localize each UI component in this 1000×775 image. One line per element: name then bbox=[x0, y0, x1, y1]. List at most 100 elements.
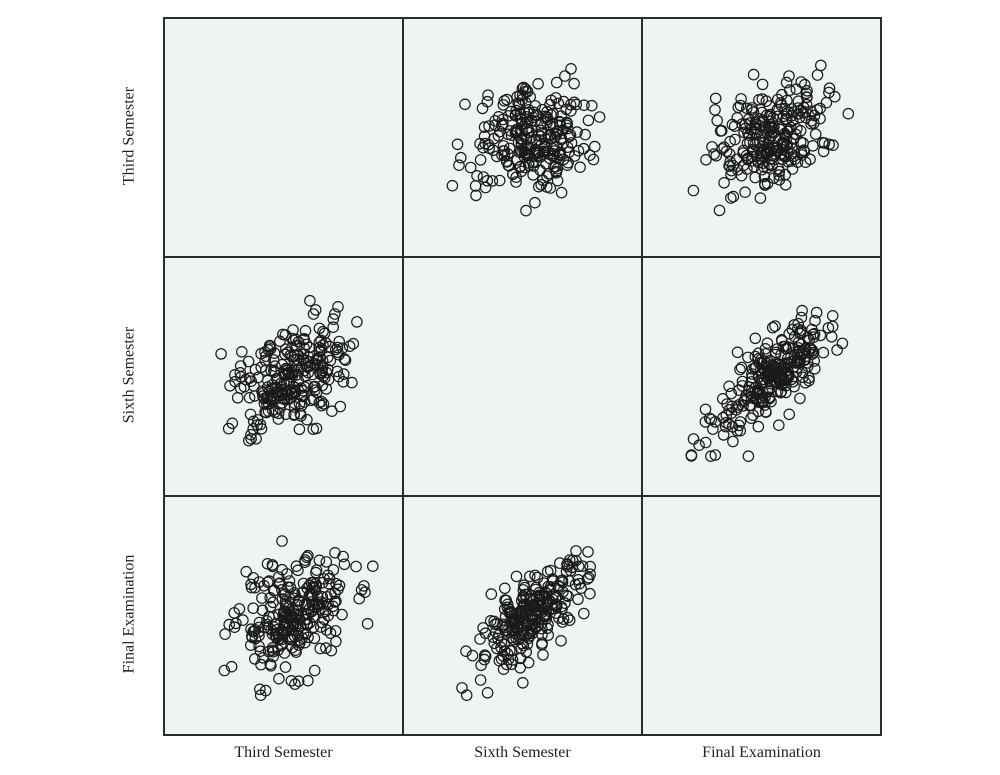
scatter-point bbox=[532, 129, 545, 141]
scatter-point bbox=[555, 186, 568, 199]
scatter-point bbox=[522, 632, 535, 645]
scatter-point bbox=[259, 354, 271, 367]
scatter-point bbox=[326, 405, 338, 417]
scatter-point bbox=[549, 92, 562, 104]
scatter-point bbox=[759, 131, 772, 144]
scatter-point bbox=[503, 142, 516, 155]
scatter-point bbox=[478, 653, 491, 666]
scatter-point bbox=[783, 70, 795, 82]
scatter-point bbox=[699, 403, 712, 416]
scatter-point bbox=[776, 136, 789, 148]
scatter-point bbox=[549, 161, 562, 173]
scatter-point bbox=[726, 118, 739, 131]
scatter-point bbox=[577, 607, 590, 620]
scatter-point bbox=[766, 364, 779, 377]
scatter-point bbox=[501, 148, 514, 160]
scatter-point bbox=[564, 99, 577, 111]
scatter-point bbox=[542, 167, 555, 180]
scatter-point bbox=[584, 568, 596, 580]
scatter-point bbox=[766, 159, 778, 172]
scatter-point bbox=[808, 362, 821, 375]
scatter-point bbox=[366, 560, 379, 572]
scatter-point bbox=[803, 334, 815, 346]
scatter-point bbox=[285, 609, 298, 622]
scatter-point bbox=[584, 587, 596, 600]
scatter-point bbox=[823, 82, 836, 94]
scatter-point bbox=[267, 620, 280, 633]
scatter-point bbox=[249, 390, 261, 402]
scatter-point bbox=[261, 557, 274, 570]
scatter-point bbox=[274, 386, 286, 398]
scatter-point bbox=[498, 582, 511, 595]
scatter-point bbox=[253, 629, 265, 642]
scatter-point bbox=[743, 399, 756, 412]
scatter-point bbox=[286, 350, 298, 363]
scatter-point bbox=[735, 361, 748, 374]
scatter-point bbox=[316, 576, 329, 589]
scatter-point bbox=[538, 610, 550, 623]
scatter-point bbox=[226, 417, 239, 430]
y-axis-label-sixth-semester: Sixth Semester bbox=[120, 326, 138, 424]
scatter-point bbox=[338, 558, 351, 571]
scatter-point bbox=[563, 614, 576, 626]
scatter-point bbox=[557, 137, 569, 150]
scatter-point bbox=[536, 174, 549, 187]
scatter-point bbox=[814, 59, 827, 72]
x-axis-label-third-semester: Third Semester bbox=[234, 744, 333, 761]
scatter-point bbox=[778, 127, 791, 140]
scatter-point bbox=[788, 380, 800, 393]
scatter-point bbox=[505, 644, 518, 657]
scatter-point bbox=[709, 104, 721, 116]
scatter-point bbox=[725, 168, 737, 181]
scatter-point bbox=[316, 379, 329, 392]
scatter-point bbox=[570, 98, 582, 111]
scatter-point bbox=[584, 149, 596, 161]
scatter-point bbox=[273, 632, 286, 645]
scatter-point bbox=[739, 186, 751, 198]
scatter-point bbox=[223, 618, 235, 631]
scatter-point bbox=[572, 573, 584, 586]
scatter-point bbox=[299, 607, 312, 620]
scatter-point bbox=[266, 644, 279, 656]
scatter-point bbox=[780, 108, 793, 120]
scatter-point bbox=[317, 325, 329, 338]
scatter-point bbox=[749, 171, 761, 184]
scatter-point bbox=[328, 596, 341, 608]
scatter-point bbox=[324, 627, 337, 639]
scatter-point bbox=[314, 642, 326, 655]
scatter-point bbox=[292, 610, 304, 622]
scatter-point bbox=[771, 343, 783, 355]
scatter-point bbox=[556, 616, 569, 628]
scatter-point bbox=[746, 102, 758, 114]
scatter-point bbox=[361, 617, 374, 630]
scatter-point bbox=[760, 95, 773, 107]
scatter-point bbox=[329, 625, 342, 637]
scatter-point bbox=[809, 128, 822, 140]
scatter-point bbox=[789, 128, 802, 141]
scatter-point bbox=[723, 403, 736, 416]
scatter-point bbox=[505, 105, 517, 118]
scatter-point bbox=[561, 159, 574, 171]
scatter-point bbox=[522, 656, 535, 669]
scatter-point bbox=[547, 107, 559, 120]
scatter-point bbox=[470, 189, 482, 202]
scatter-point bbox=[570, 545, 582, 557]
scatter-point bbox=[706, 141, 718, 153]
scatter-point bbox=[530, 109, 543, 121]
scatter-point bbox=[343, 340, 356, 352]
scatter-point bbox=[792, 336, 805, 349]
scatter-point bbox=[300, 338, 313, 351]
scatter-point bbox=[796, 304, 808, 317]
scatter-point bbox=[474, 674, 487, 686]
scatter-point bbox=[527, 169, 539, 181]
scatter-points bbox=[215, 59, 855, 701]
scatter-point bbox=[329, 343, 342, 356]
scatter-point bbox=[520, 204, 532, 217]
scatter-point bbox=[245, 623, 257, 635]
scatter-point bbox=[772, 419, 785, 431]
scatter-point bbox=[524, 91, 536, 103]
scatter-point bbox=[308, 664, 321, 677]
scatter-point bbox=[225, 660, 238, 673]
scatter-point bbox=[298, 342, 310, 354]
scatter-point bbox=[532, 78, 544, 90]
